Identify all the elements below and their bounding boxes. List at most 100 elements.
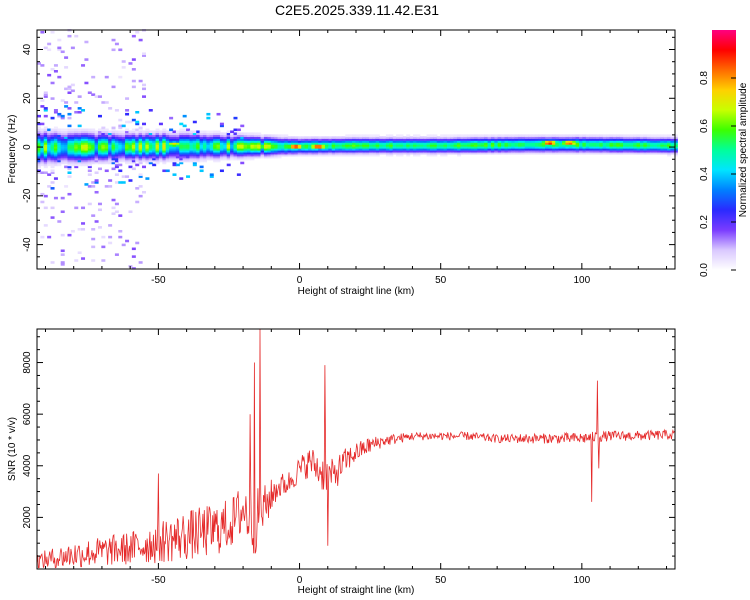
- spectrogram-cell: [440, 134, 445, 137]
- spectrogram-cell: [104, 75, 109, 79]
- spectrogram-cell: [155, 157, 160, 161]
- spectrogram-cell: [490, 148, 495, 151]
- spectrogram-cell: [64, 165, 69, 169]
- spectrogram-cell: [165, 159, 170, 163]
- spectrogram-cell: [467, 142, 472, 145]
- spectrogram-cell: [338, 138, 343, 141]
- spectrogram-cell: [565, 151, 570, 155]
- spectrogram-cell: [162, 159, 167, 163]
- spectrogram-cell: [131, 167, 136, 171]
- spectrogram-cell: [114, 42, 119, 46]
- spectrogram-cell: [145, 159, 150, 163]
- spectrogram-cell: [372, 151, 377, 155]
- spectrogram-cell: [40, 151, 45, 155]
- spectrogram-cell: [568, 138, 573, 141]
- spectrogram-cell: [152, 144, 157, 147]
- spectrogram-cell: [291, 142, 296, 145]
- spectrogram-cell: [209, 157, 214, 161]
- spectrogram-cell: [128, 140, 133, 143]
- spectrogram-cell: [592, 142, 597, 145]
- spectrogram-cell: [121, 181, 126, 184]
- spectrogram-cell: [50, 130, 55, 134]
- spectrogram-cell: [382, 142, 387, 145]
- spectrogram-cell: [575, 136, 580, 139]
- spectrogram-cell: [186, 175, 191, 178]
- spectrogram-cell: [504, 149, 509, 153]
- spectrogram-cell: [165, 144, 170, 147]
- spectrogram-cell: [382, 151, 387, 155]
- spectrogram-cell: [70, 144, 75, 147]
- spectrogram-cell: [589, 148, 594, 151]
- spectrogram-cell: [192, 153, 197, 157]
- spectrogram-cell: [209, 144, 214, 147]
- spectrogram-cell: [636, 144, 641, 147]
- spectrogram-cell: [216, 153, 221, 157]
- spectrogram-cell: [308, 142, 312, 145]
- spectrogram-cell: [301, 148, 306, 151]
- spectrogram-cell: [186, 155, 191, 159]
- spectrogram-cell: [494, 146, 499, 149]
- spectrogram-cell: [585, 149, 590, 153]
- spectrogram-cell: [247, 148, 252, 151]
- spectrogram-cell: [186, 151, 191, 155]
- spectrogram-cell: [67, 138, 72, 141]
- spectrogram-cell: [555, 148, 560, 151]
- spectrogram-cell: [53, 142, 58, 145]
- spectrogram-cell: [487, 134, 492, 137]
- spectrogram-cell: [585, 138, 590, 141]
- spectrogram-cell: [358, 142, 363, 145]
- spectrogram-cell: [267, 146, 272, 149]
- spectrogram-cell: [409, 142, 414, 145]
- spectrogram-cell: [43, 109, 48, 112]
- spectrogram-cell: [531, 148, 536, 151]
- spectrogram-cell: [138, 153, 143, 157]
- spectrogram-cell: [345, 149, 350, 153]
- spectrogram-cell: [135, 159, 140, 163]
- spectrogram-cell: [111, 126, 116, 130]
- spectrogram-cell: [399, 140, 404, 143]
- spectrogram-cell: [111, 151, 116, 155]
- spectrogram-cell: [179, 151, 184, 155]
- spectrogram-cell: [186, 134, 191, 137]
- spectrogram-cell: [64, 134, 69, 137]
- spectrogram-cell: [104, 159, 109, 163]
- spectrogram-cell: [528, 144, 533, 147]
- spectrogram-cell: [379, 144, 384, 147]
- spectrogram-cell: [413, 153, 418, 157]
- spectrogram-cell: [142, 146, 147, 149]
- spectrogram-cell: [128, 179, 133, 182]
- spectrogram-cell: [474, 144, 478, 147]
- spectrogram-cell: [341, 153, 346, 157]
- spectrogram-cell: [406, 134, 411, 137]
- spectrogram-cell: [416, 136, 421, 139]
- spectrogram-cell: [172, 163, 177, 167]
- spectrogram-cell: [294, 151, 299, 155]
- spectrogram-cell: [599, 144, 604, 147]
- spectrogram-cell: [551, 140, 556, 143]
- spectrogram-cell: [250, 146, 255, 149]
- spectrogram-cell: [247, 140, 252, 143]
- spectrogram-cell: [406, 142, 411, 145]
- spectrogram-cell: [558, 134, 563, 137]
- spectrogram-cell: [108, 157, 113, 161]
- spectrogram-cell: [148, 140, 153, 143]
- spectrogram-cell: [250, 144, 255, 147]
- spectrogram-cell: [639, 148, 644, 151]
- spectrogram-cell: [595, 149, 600, 153]
- spectrogram-cell: [91, 153, 96, 157]
- spectrogram-cell: [396, 144, 401, 147]
- spectrogram-cell: [629, 142, 634, 145]
- spectrogram-cell: [47, 153, 52, 157]
- spectrogram-cell: [385, 144, 390, 147]
- spectrogram-cell: [101, 142, 106, 145]
- spectrogram-cell: [81, 130, 86, 134]
- spectrogram-cell: [131, 136, 136, 139]
- spectrogram-cell: [199, 140, 204, 143]
- spectrogram-cell: [64, 87, 69, 91]
- spectrogram-cell: [152, 159, 157, 163]
- spectrogram-cell: [639, 134, 644, 137]
- spectrogram-cell: [406, 148, 411, 151]
- spectrogram-cell: [118, 75, 123, 79]
- spectrogram-cell: [37, 149, 41, 153]
- spectrogram-cell: [125, 134, 130, 137]
